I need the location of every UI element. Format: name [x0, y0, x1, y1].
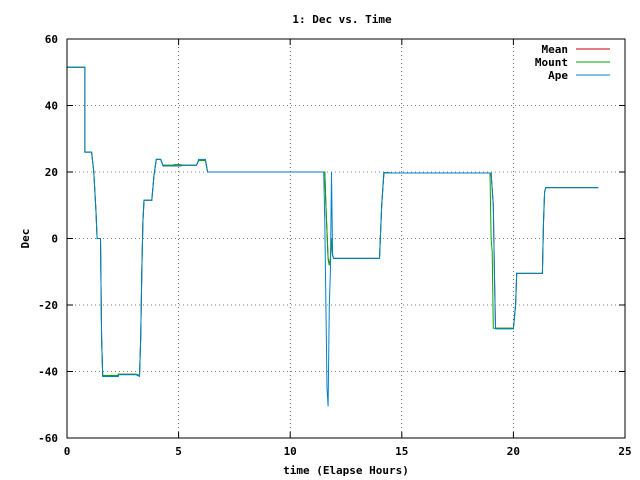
- y-tick-label: -20: [38, 299, 58, 312]
- x-tick-label: 10: [284, 445, 297, 458]
- series-line-ape: [67, 66, 599, 407]
- plot-frame: [66, 38, 626, 439]
- x-axis-label: time (Elapse Hours): [283, 464, 409, 477]
- y-tick-label: -40: [38, 366, 58, 379]
- y-tick-label: 40: [45, 100, 58, 113]
- grid: [67, 39, 625, 438]
- axis-ticks: 0 5 10 15 20 25 -60 -40 -20 0 20 40 60: [38, 33, 632, 458]
- x-tick-label: 15: [395, 445, 408, 458]
- legend-label-mount: Mount: [535, 56, 568, 69]
- legend-label-ape: Ape: [548, 69, 568, 82]
- x-tick-label: 5: [175, 445, 182, 458]
- y-tick-label: -60: [38, 432, 58, 445]
- y-axis-label: Dec: [19, 229, 32, 249]
- y-tick-label: 0: [51, 233, 58, 246]
- y-tick-label: 60: [45, 33, 58, 46]
- chart-title: 1: Dec vs. Time: [292, 13, 392, 26]
- x-tick-label: 20: [507, 445, 520, 458]
- legend-label-mean: Mean: [542, 43, 569, 56]
- x-tick-label: 0: [64, 445, 71, 458]
- plot-area: [67, 66, 599, 407]
- y-tick-label: 20: [45, 166, 58, 179]
- x-tick-label: 25: [618, 445, 631, 458]
